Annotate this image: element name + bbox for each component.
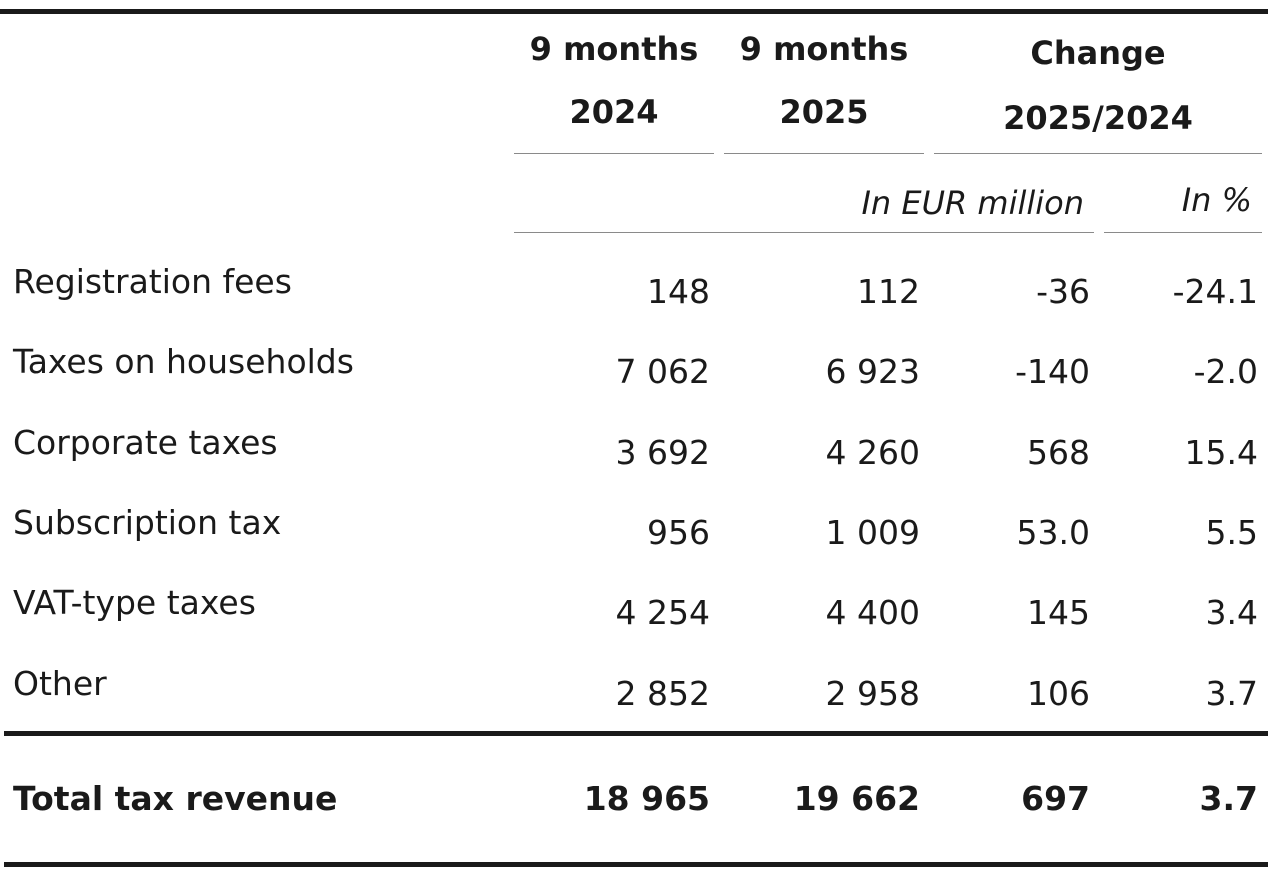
col-change-header-line1: Change xyxy=(1030,34,1166,72)
total-change: 697 xyxy=(1021,779,1090,818)
total-2025: 19 662 xyxy=(793,779,920,818)
col-2025-header-line2: 2025 xyxy=(779,93,869,131)
cell-2024: 2 852 xyxy=(615,674,710,713)
cell-change: -140 xyxy=(1015,352,1090,391)
cell-2024: 7 062 xyxy=(615,352,710,391)
cell-2024: 956 xyxy=(647,513,710,552)
cell-2025: 2 958 xyxy=(825,674,920,713)
cell-change: 53.0 xyxy=(1016,513,1090,552)
cell-percent: -24.1 xyxy=(1172,272,1258,311)
unit-million-underline xyxy=(514,232,1094,233)
cell-2025: 4 260 xyxy=(825,433,920,472)
cell-2025: 6 923 xyxy=(825,352,920,391)
col-2024-header-line1: 9 months xyxy=(529,30,699,68)
cell-percent: 3.7 xyxy=(1205,674,1258,713)
top-rule xyxy=(0,9,1268,14)
row-label: Other xyxy=(13,664,107,703)
cell-2024: 3 692 xyxy=(615,433,710,472)
row-label: Taxes on households xyxy=(13,342,354,381)
cell-2024: 148 xyxy=(647,272,710,311)
row-label: VAT-type taxes xyxy=(13,583,256,622)
cell-2025: 1 009 xyxy=(825,513,920,552)
cell-percent: 3.4 xyxy=(1205,593,1258,632)
col-2024-header-underline xyxy=(514,153,714,154)
unit-percent-underline xyxy=(1104,232,1262,233)
cell-2024: 4 254 xyxy=(615,593,710,632)
unit-eur-million: In EUR million xyxy=(861,184,1084,222)
unit-percent: In % xyxy=(1181,181,1252,219)
row-label: Corporate taxes xyxy=(13,423,278,462)
cell-change: 568 xyxy=(1027,433,1090,472)
cell-percent: 15.4 xyxy=(1184,433,1258,472)
total-top-rule xyxy=(4,731,1268,736)
col-2025-header-underline xyxy=(724,153,924,154)
cell-change: 145 xyxy=(1027,593,1090,632)
cell-percent: 5.5 xyxy=(1205,513,1258,552)
total-label: Total tax revenue xyxy=(13,779,338,818)
col-2025-header-line1: 9 months xyxy=(739,30,909,68)
col-change-header-line2: 2025/2024 xyxy=(1003,99,1193,137)
col-2024-header-line2: 2024 xyxy=(569,93,659,131)
bottom-rule xyxy=(4,862,1268,867)
total-percent: 3.7 xyxy=(1199,779,1258,818)
cell-change: 106 xyxy=(1027,674,1090,713)
cell-percent: -2.0 xyxy=(1193,352,1258,391)
cell-change: -36 xyxy=(1036,272,1090,311)
cell-2025: 112 xyxy=(857,272,920,311)
row-label: Registration fees xyxy=(13,262,292,301)
row-label: Subscription tax xyxy=(13,503,282,542)
total-2024: 18 965 xyxy=(583,779,710,818)
cell-2025: 4 400 xyxy=(825,593,920,632)
col-change-header-underline xyxy=(934,153,1262,154)
